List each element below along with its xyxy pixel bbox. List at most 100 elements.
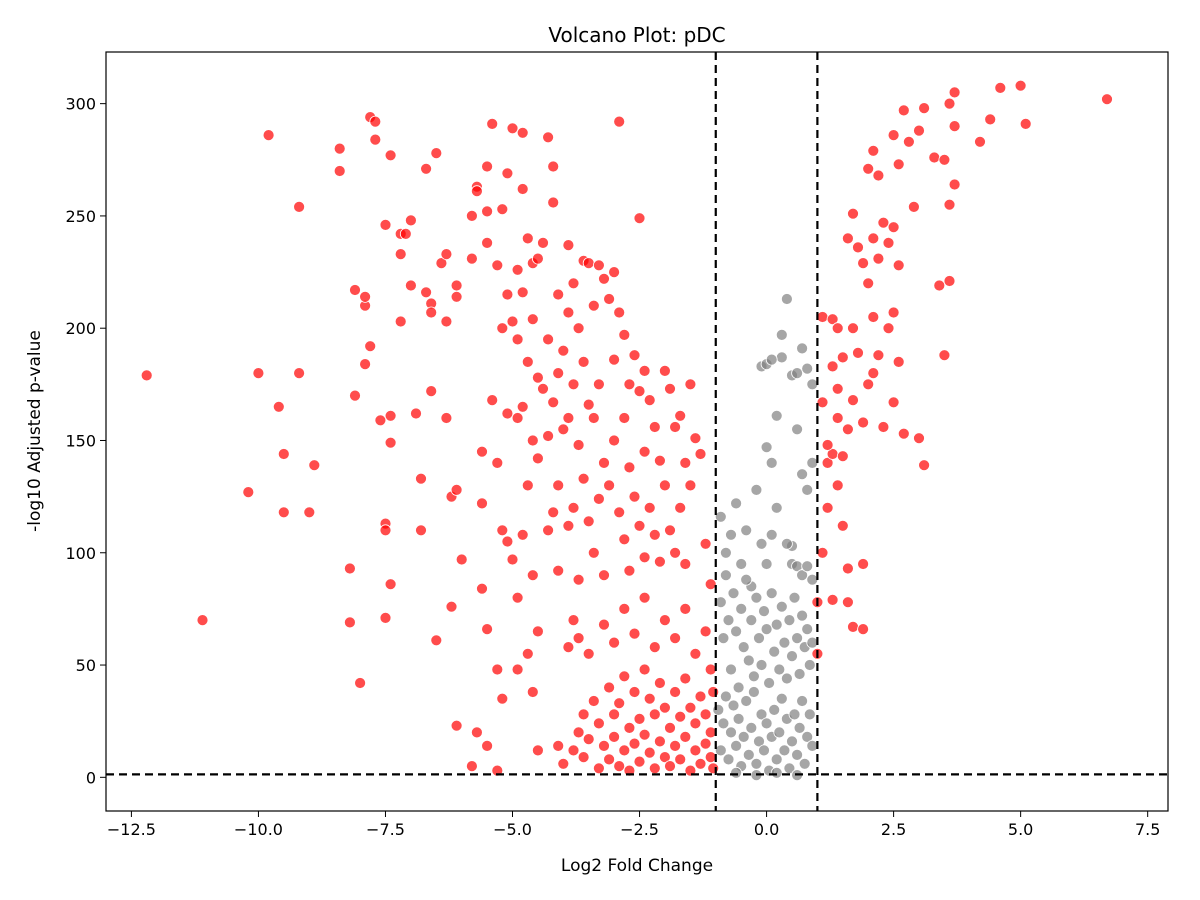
data-point	[659, 751, 671, 763]
data-point	[491, 663, 504, 676]
data-point	[410, 407, 422, 420]
data-point	[674, 753, 687, 766]
data-point	[547, 196, 560, 209]
data-point	[613, 760, 626, 772]
data-point	[821, 456, 834, 469]
data-point	[242, 486, 255, 499]
data-point	[572, 322, 585, 335]
data-point	[552, 367, 565, 380]
data-point	[537, 382, 549, 395]
data-point	[740, 524, 753, 537]
data-point	[778, 636, 791, 649]
data-point	[562, 239, 575, 252]
data-point	[415, 524, 427, 537]
data-point	[758, 744, 770, 757]
data-point	[384, 436, 397, 449]
data-point	[857, 623, 869, 635]
data-point	[689, 717, 702, 730]
data-point	[506, 122, 519, 135]
data-point	[763, 677, 775, 689]
data-point	[598, 618, 610, 631]
plot-frame	[105, 51, 1169, 812]
data-point	[496, 692, 509, 705]
data-point	[659, 701, 671, 714]
data-point	[720, 690, 732, 703]
data-point	[654, 677, 666, 689]
data-point	[831, 412, 844, 424]
data-point	[140, 369, 153, 382]
data-point	[796, 695, 808, 707]
data-point	[196, 614, 209, 626]
data-point	[760, 623, 773, 635]
data-point	[806, 636, 819, 649]
data-point	[801, 623, 814, 635]
data-point	[542, 430, 554, 442]
data-point	[730, 740, 742, 752]
data-point	[717, 717, 730, 730]
data-point	[755, 537, 768, 550]
data-point	[948, 86, 961, 99]
data-point	[943, 198, 956, 211]
data-point	[537, 236, 549, 249]
data-point	[384, 578, 397, 591]
data-point	[577, 708, 590, 721]
data-point	[567, 744, 580, 757]
data-point	[768, 704, 781, 716]
data-point	[796, 569, 808, 582]
data-point	[608, 266, 620, 279]
data-point	[765, 456, 778, 469]
data-point	[730, 497, 742, 510]
data-point	[481, 160, 494, 173]
data-point	[674, 710, 687, 723]
data-point	[648, 641, 661, 653]
data-point	[496, 322, 509, 335]
data-point	[481, 623, 494, 635]
data-point	[806, 378, 819, 391]
data-point	[1014, 79, 1027, 92]
data-point	[628, 737, 641, 750]
data-point	[768, 645, 781, 658]
data-point	[384, 149, 397, 162]
data-point	[608, 353, 620, 366]
data-point	[476, 445, 488, 458]
data-point	[770, 409, 783, 422]
data-point	[806, 573, 819, 586]
data-point	[831, 382, 844, 395]
data-point	[308, 459, 321, 472]
data-point	[748, 686, 760, 698]
data-point	[842, 423, 854, 436]
data-point	[532, 252, 544, 265]
data-point	[349, 389, 361, 402]
data-point	[689, 744, 702, 757]
data-point	[735, 558, 748, 570]
data-point	[618, 328, 631, 341]
data-point	[847, 207, 859, 220]
data-point	[704, 663, 717, 676]
data-point	[440, 315, 453, 328]
data-point	[628, 627, 641, 640]
data-point	[369, 133, 382, 146]
data-point	[918, 102, 930, 114]
data-point	[511, 412, 524, 424]
data-point	[542, 524, 554, 537]
data-point	[984, 113, 997, 126]
data-point	[404, 279, 417, 292]
data-point	[384, 409, 397, 422]
data-point	[532, 452, 544, 465]
data-point	[643, 692, 656, 705]
y-axis: 0 50 100 150 200 250 300	[65, 95, 106, 787]
data-point	[659, 364, 671, 377]
data-point	[272, 400, 285, 413]
data-point	[465, 252, 478, 265]
data-point	[948, 178, 961, 191]
data-point	[803, 659, 816, 671]
data-point	[593, 717, 605, 730]
data-point	[679, 456, 692, 469]
series-0	[140, 79, 1113, 777]
data-point	[770, 618, 783, 631]
y-tick-label: 100	[65, 544, 96, 563]
data-point	[707, 686, 720, 698]
data-point	[806, 740, 819, 752]
data-point	[717, 632, 730, 644]
y-axis-label: -log10 Adjusted p-value	[25, 330, 45, 532]
